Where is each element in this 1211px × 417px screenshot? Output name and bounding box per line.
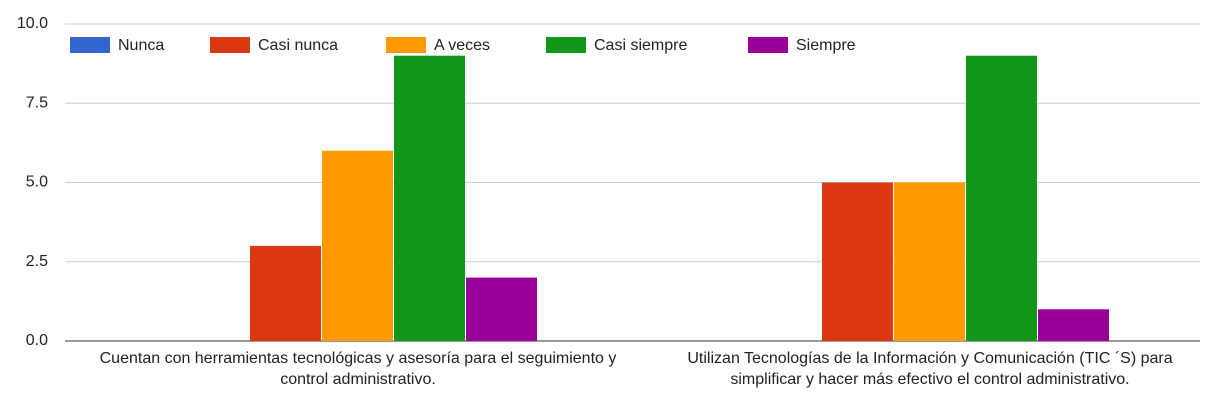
legend-label: Casi nunca <box>258 37 338 54</box>
legend-label: Siempre <box>796 37 856 54</box>
legend-label: Casi siempre <box>594 37 687 54</box>
bar <box>394 55 465 341</box>
y-tick-label: 0.0 <box>26 332 48 349</box>
legend-swatch <box>546 37 586 53</box>
bar <box>250 245 321 341</box>
x-tick-label: Utilizan Tecnologías de la Información y… <box>687 350 1173 388</box>
legend-swatch <box>70 37 110 53</box>
legend-label: Nunca <box>118 37 164 54</box>
y-tick-label: 10.0 <box>17 15 48 32</box>
bar <box>466 277 537 341</box>
bar <box>894 182 965 341</box>
bar <box>822 182 893 341</box>
bar <box>966 55 1037 341</box>
bar <box>322 150 393 341</box>
legend-swatch <box>210 37 250 53</box>
y-tick-label: 2.5 <box>26 253 48 270</box>
legend-swatch <box>386 37 426 53</box>
legend-label: A veces <box>434 37 490 54</box>
bar <box>1038 309 1109 341</box>
y-tick-label: 5.0 <box>26 174 48 191</box>
x-tick-label: Cuentan con herramientas tecnológicas y … <box>99 350 617 388</box>
legend-swatch <box>748 37 788 53</box>
y-tick-label: 7.5 <box>26 94 48 111</box>
